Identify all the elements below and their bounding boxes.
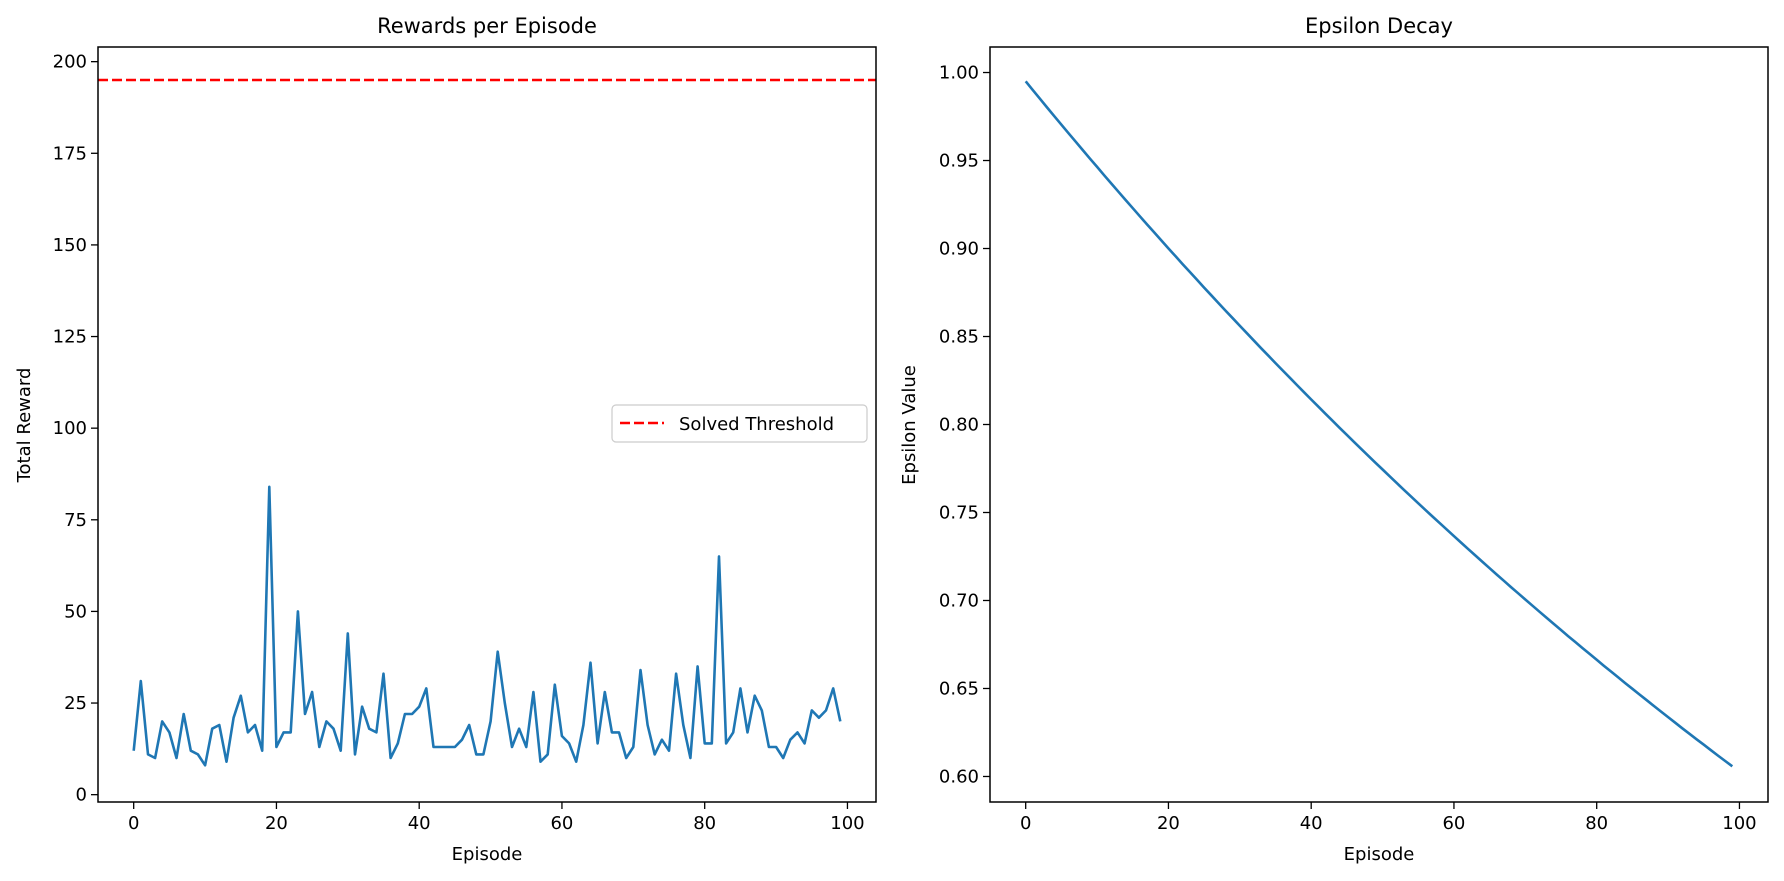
axes-frame	[97, 46, 877, 803]
y-tick-label: 75	[64, 510, 87, 531]
y-tick-label: 150	[53, 235, 87, 256]
x-tick-label: 20	[1157, 813, 1180, 834]
x-tick-label: 80	[693, 813, 716, 834]
epsilon-chart: Epsilon Decay Episode Epsilon Value 0 20 4…	[899, 14, 1769, 865]
y-tick-label: 0.85	[939, 327, 979, 348]
x-tick-label: 100	[830, 813, 864, 834]
y-tick-label: 0.70	[939, 590, 979, 611]
y-tick-label: 0.75	[939, 502, 979, 523]
chart-title: Epsilon Decay	[1305, 14, 1453, 38]
x-tick-label: 100	[1722, 813, 1756, 834]
y-axis-label: Epsilon Value	[899, 365, 920, 485]
x-tick-label: 40	[1300, 813, 1323, 834]
y-tick-label: 1.00	[939, 63, 979, 84]
x-tick-label: 0	[128, 813, 139, 834]
series-line	[132, 485, 842, 767]
y-axis-label: Total Reward	[14, 368, 35, 484]
x-axis-label: Episode	[452, 844, 523, 865]
x-axis-label: Episode	[1344, 844, 1415, 865]
y-tick-label: 0.80	[939, 415, 979, 436]
legend: Solved Threshold	[611, 404, 868, 443]
legend-box	[611, 404, 868, 443]
series-line	[1024, 80, 1734, 768]
y-tick-label: 100	[53, 418, 87, 439]
chart-title: Rewards per Episode	[377, 14, 597, 38]
y-tick-label: 25	[64, 693, 87, 714]
y-tick-label: 0.95	[939, 151, 979, 172]
x-tick-label: 20	[265, 813, 288, 834]
y-tick-label: 125	[53, 327, 87, 348]
y-tick-label: 0.90	[939, 239, 979, 260]
legend-entry: Solved Threshold	[679, 414, 834, 435]
plot-area: 0 20 40 60 80 100 0.60 0.65 0.70 0.75 0.80 0.85 0.90…	[939, 63, 1757, 834]
plot-area: 0 20 40 60 80 100 0 25 50 75 100 125 150 175 200	[53, 52, 876, 834]
x-tick-label: 60	[1442, 813, 1465, 834]
y-tick-label: 0.60	[939, 766, 979, 787]
x-tick-label: 0	[1020, 813, 1031, 834]
x-tick-label: 60	[550, 813, 573, 834]
y-tick-label: 0	[76, 785, 87, 806]
rewards-chart: Rewards per Episode Episode Total Reward…	[14, 14, 877, 865]
y-tick-label: 0.65	[939, 678, 979, 699]
x-tick-label: 40	[408, 813, 431, 834]
axes-frame	[989, 46, 1769, 803]
y-tick-label: 50	[64, 601, 87, 622]
y-tick-label: 200	[53, 52, 87, 73]
x-tick-label: 80	[1585, 813, 1608, 834]
y-tick-label: 175	[53, 143, 87, 164]
